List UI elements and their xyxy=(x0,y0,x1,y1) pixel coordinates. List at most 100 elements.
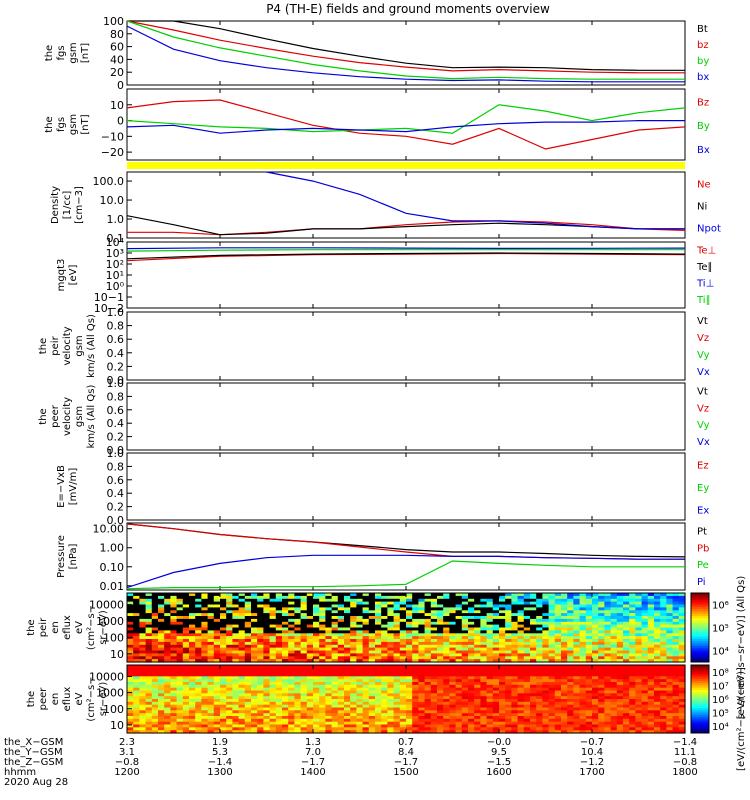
spectrogram-cell xyxy=(424,653,432,657)
spectrogram-cell xyxy=(505,682,512,686)
spectrogram-cell xyxy=(195,693,202,697)
spectrogram-cell xyxy=(573,601,581,606)
spectrogram-cell xyxy=(226,593,233,597)
spectrogram-cell xyxy=(486,682,494,686)
spectrogram-cell xyxy=(182,604,190,608)
spectrogram-cell xyxy=(412,650,419,654)
spectrogram-cell xyxy=(443,687,450,692)
spectrogram-cell xyxy=(275,604,283,608)
spectrogram-cell xyxy=(592,633,599,637)
spectrogram-cell xyxy=(486,621,494,626)
spectrogram-cell xyxy=(151,593,159,597)
spectrogram-cell xyxy=(139,650,147,654)
spectrogram-cell xyxy=(189,701,196,706)
spectrogram-cell xyxy=(381,659,388,663)
spectrogram-cell xyxy=(269,595,277,600)
series-Pi xyxy=(126,554,685,589)
spectrogram-cell xyxy=(288,699,295,703)
spectrogram-cell xyxy=(294,633,302,637)
spectrogram-cell xyxy=(635,682,643,686)
spectrogram-cell xyxy=(660,653,667,657)
spectrogram-cell xyxy=(412,607,419,611)
spectrogram-cell xyxy=(282,693,289,697)
spectrogram-cell xyxy=(313,621,320,626)
spectrogram-cell xyxy=(275,673,283,677)
spectrogram-cell xyxy=(623,613,630,617)
spectrogram-cell xyxy=(399,724,407,728)
spectrogram-cell xyxy=(164,716,171,720)
spectrogram-cell xyxy=(567,684,574,689)
spectrogram-cell xyxy=(437,710,444,714)
spectrogram-cell xyxy=(443,656,450,660)
spectrogram-cell xyxy=(189,613,196,617)
spectrogram-cell xyxy=(554,593,562,597)
spectrogram-cell xyxy=(257,639,264,643)
spectrogram-cell xyxy=(257,679,264,683)
spectrogram-cell xyxy=(263,653,271,657)
spectrogram-cell xyxy=(610,647,618,652)
spectrogram-cell xyxy=(430,690,438,694)
spectrogram-cell xyxy=(362,613,370,617)
spectrogram-cell xyxy=(300,701,308,706)
spectrogram-cell xyxy=(629,665,636,669)
spectrogram-cell xyxy=(567,633,574,637)
spectrogram-cell xyxy=(511,598,519,603)
spectrogram-cell xyxy=(511,690,519,694)
spectrogram-cell xyxy=(418,670,426,675)
spectrogram-cell xyxy=(331,707,339,711)
spectrogram-cell xyxy=(641,721,649,726)
spectrogram-cell xyxy=(387,595,395,600)
spectrogram-cell xyxy=(548,621,556,626)
spectrogram-cell xyxy=(598,665,605,669)
spectrogram-cell xyxy=(269,684,277,689)
spectrogram-cell xyxy=(189,636,196,640)
spectrogram-cell xyxy=(319,730,326,734)
spectrogram-cell xyxy=(579,644,587,649)
spectrogram-cell xyxy=(127,673,134,677)
spectrogram-cell xyxy=(306,690,314,694)
spectrogram-cell xyxy=(499,650,506,654)
spectrogram-cell xyxy=(220,667,227,672)
spectrogram-cell xyxy=(523,713,531,717)
spectrogram-cell xyxy=(561,593,568,597)
spectrogram-cell xyxy=(629,656,636,660)
spectrogram-cell xyxy=(536,699,543,703)
spectrogram-cell xyxy=(430,659,438,663)
spectrogram-cell xyxy=(455,713,463,717)
spectrogram-cell xyxy=(492,630,500,634)
spectrogram-cell xyxy=(331,616,339,620)
spectrogram-cell xyxy=(517,604,525,608)
spectrogram-cell xyxy=(666,704,674,709)
spectrogram-cell xyxy=(523,682,531,686)
spectrogram-cell xyxy=(486,673,494,677)
spectrogram-cell xyxy=(536,693,543,697)
spectrogram-cell xyxy=(375,595,382,600)
spectrogram-cell xyxy=(598,601,605,606)
spectrogram-cell xyxy=(654,665,661,669)
spectrogram-cell xyxy=(362,704,370,709)
spectrogram-cell xyxy=(331,721,339,726)
spectrogram-cell xyxy=(182,613,190,617)
spectrogram-cell xyxy=(399,641,407,646)
spectrogram-cell xyxy=(201,607,209,611)
spectrogram-cell xyxy=(313,701,320,706)
spectrogram-cell xyxy=(511,616,519,620)
colorbar-step xyxy=(691,625,709,628)
spectrogram-cell xyxy=(325,730,333,734)
spectrogram-cell xyxy=(145,665,153,669)
spectrogram-cell xyxy=(356,653,364,657)
spectrogram-cell xyxy=(492,710,500,714)
spectrogram-cell xyxy=(443,704,450,709)
spectrogram-cell xyxy=(331,641,339,646)
colorbar-step xyxy=(691,728,709,732)
spectrogram-cell xyxy=(319,624,326,629)
spectrogram-cell xyxy=(678,621,686,626)
spectrogram-cell xyxy=(232,727,240,731)
spectrogram-cell xyxy=(430,656,438,660)
spectrogram-cell xyxy=(189,707,196,711)
spectrogram-cell xyxy=(536,704,543,709)
spectrogram-cell xyxy=(499,659,506,663)
colorbar-tick-label: 10⁵ xyxy=(712,709,729,720)
spectrogram-cell xyxy=(399,699,407,703)
spectrogram-cell xyxy=(151,727,159,731)
